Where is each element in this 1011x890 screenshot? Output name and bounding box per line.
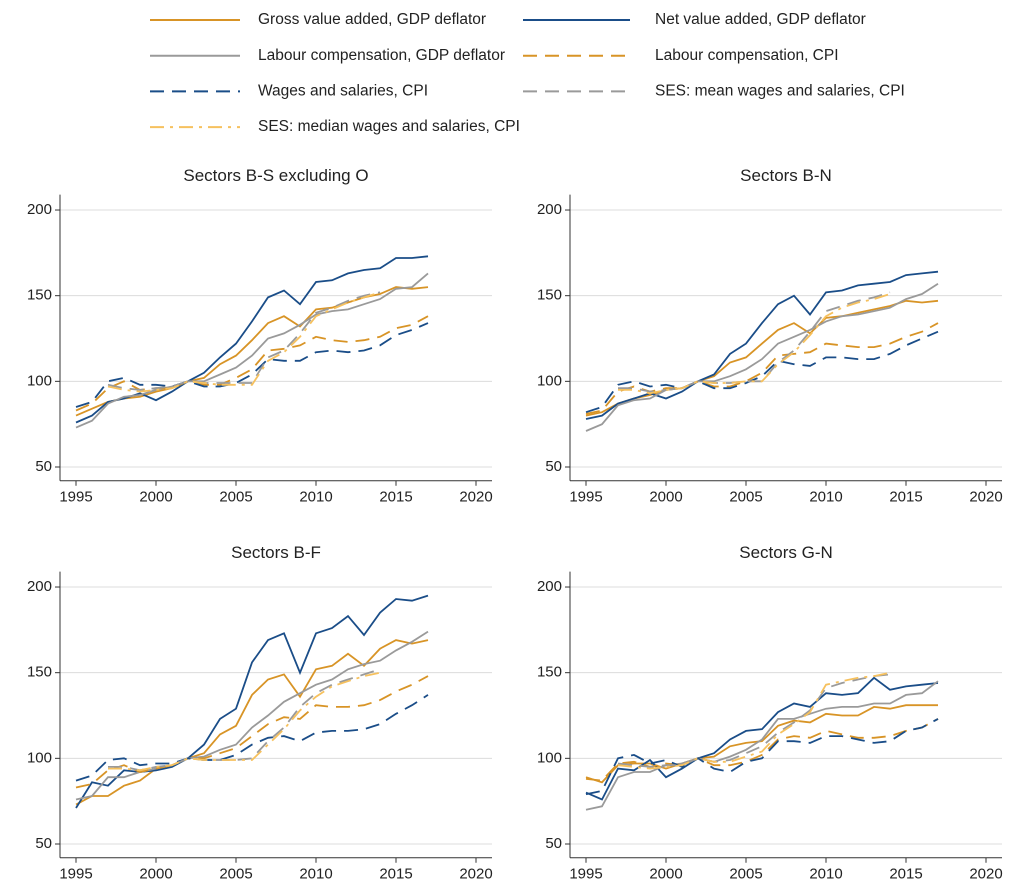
x-tick-label: 1995 <box>569 489 602 506</box>
x-tick-label: 2015 <box>379 489 412 506</box>
y-tick-label: 50 <box>545 835 562 852</box>
series-line <box>107 291 381 393</box>
x-tick-label: 2005 <box>729 489 762 506</box>
x-tick-label: 2020 <box>969 866 1002 883</box>
x-tick-label: 2010 <box>299 866 332 883</box>
x-tick-label: 2005 <box>729 866 762 883</box>
series-line <box>585 718 939 796</box>
series-line <box>617 671 891 770</box>
x-tick-label: 2015 <box>889 866 922 883</box>
series-line <box>75 272 429 429</box>
legend-label: Net value added, GDP deflator <box>655 11 866 28</box>
panel-title: Sectors B-S excluding O <box>183 166 368 185</box>
x-tick-label: 2015 <box>379 866 412 883</box>
legend-label: SES: median wages and salaries, CPI <box>258 118 520 135</box>
y-tick-label: 100 <box>537 749 562 766</box>
y-tick-label: 100 <box>27 372 52 389</box>
series-line <box>75 322 429 408</box>
legend-label: SES: mean wages and salaries, CPI <box>655 82 905 99</box>
y-tick-label: 100 <box>27 749 52 766</box>
y-tick-label: 150 <box>27 287 52 304</box>
y-tick-label: 150 <box>27 664 52 681</box>
series-line <box>75 630 429 801</box>
y-tick-label: 100 <box>537 372 562 389</box>
series-line <box>585 718 939 782</box>
x-tick-label: 1995 <box>569 866 602 883</box>
series-line <box>617 673 891 768</box>
y-tick-label: 150 <box>537 287 562 304</box>
series-line <box>585 680 939 811</box>
y-tick-label: 200 <box>537 578 562 595</box>
x-tick-label: 2000 <box>649 866 682 883</box>
series-line <box>108 671 381 772</box>
series-line <box>585 299 939 417</box>
x-tick-label: 2010 <box>299 489 332 506</box>
y-tick-label: 200 <box>27 201 52 218</box>
x-tick-label: 2000 <box>139 866 172 883</box>
x-tick-label: 2015 <box>889 489 922 506</box>
y-tick-label: 200 <box>27 578 52 595</box>
series-line <box>75 594 429 809</box>
y-tick-label: 150 <box>537 664 562 681</box>
series-line <box>75 315 429 412</box>
series-line <box>585 282 939 432</box>
x-tick-label: 2020 <box>459 866 492 883</box>
legend-label: Labour compensation, GDP deflator <box>258 47 505 64</box>
series-line <box>585 330 939 414</box>
y-tick-label: 50 <box>35 458 52 475</box>
x-tick-label: 2000 <box>649 489 682 506</box>
series-line <box>107 291 381 391</box>
x-tick-label: 2020 <box>969 489 1002 506</box>
panel-title: Sectors B-N <box>740 166 832 185</box>
series-line <box>75 694 429 782</box>
series-line <box>585 270 939 420</box>
x-tick-label: 1995 <box>59 489 92 506</box>
panel-title: Sectors G-N <box>739 543 833 562</box>
x-tick-label: 2010 <box>809 489 842 506</box>
series-line <box>585 704 938 784</box>
panel-title: Sectors B-F <box>231 543 321 562</box>
x-tick-label: 1995 <box>59 866 92 883</box>
series-line <box>585 676 939 801</box>
x-tick-label: 2005 <box>219 489 252 506</box>
y-tick-label: 50 <box>545 458 562 475</box>
x-tick-label: 2010 <box>809 866 842 883</box>
x-tick-label: 2000 <box>139 489 172 506</box>
x-tick-label: 2020 <box>459 489 492 506</box>
y-tick-label: 200 <box>537 201 562 218</box>
legend-label: Wages and salaries, CPI <box>258 82 428 99</box>
legend-label: Gross value added, GDP deflator <box>258 11 486 28</box>
legend-label: Labour compensation, CPI <box>655 47 839 64</box>
y-tick-label: 50 <box>35 835 52 852</box>
series-line <box>75 675 429 789</box>
series-line <box>618 293 891 395</box>
x-tick-label: 2005 <box>219 866 252 883</box>
series-line <box>75 639 429 806</box>
